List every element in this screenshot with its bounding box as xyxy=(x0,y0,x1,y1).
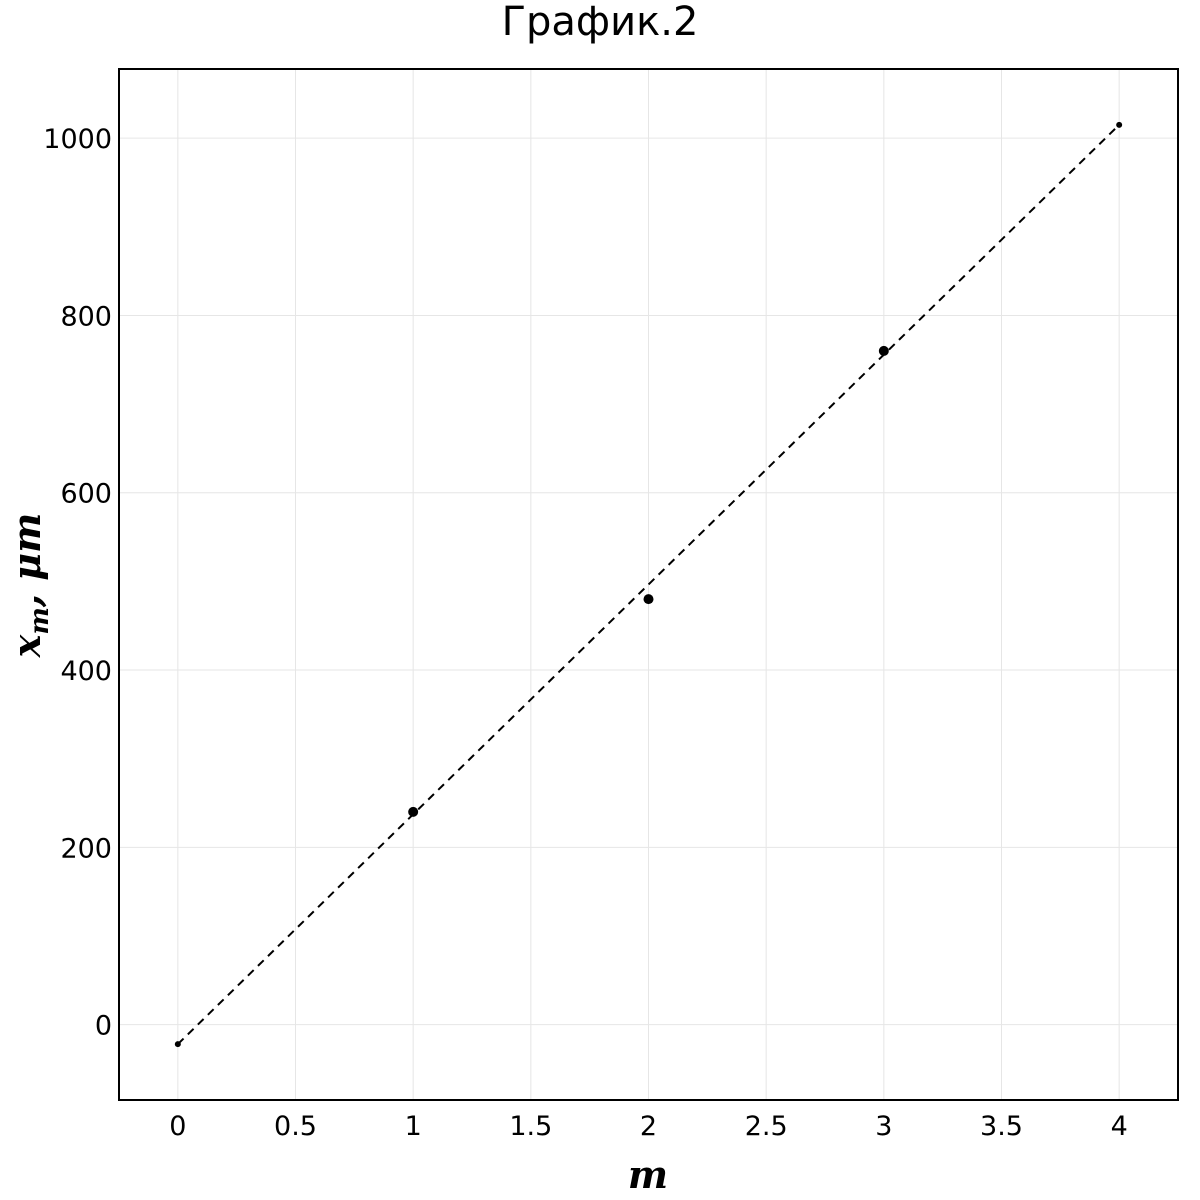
x-tick-label: 1 xyxy=(405,1111,422,1142)
y-axis-label: xm, μm xyxy=(4,513,55,659)
data-points-layer xyxy=(408,345,889,817)
y-tick-label: 200 xyxy=(60,833,112,864)
fit-line xyxy=(177,124,1120,1045)
x-tick-label: 2.5 xyxy=(745,1111,788,1142)
x-tick-label: 0.5 xyxy=(274,1111,317,1142)
y-tick-labels: 0 200 400 600 800 1000 xyxy=(43,124,112,1042)
y-tick-label: 0 xyxy=(95,1011,112,1042)
grid-lines xyxy=(119,69,1178,1100)
y-axis-label-unit: , μm xyxy=(4,513,49,608)
x-tick-label: 0 xyxy=(169,1111,186,1142)
y-tick-label: 600 xyxy=(60,479,112,510)
fit-endpoint xyxy=(174,1041,181,1048)
svg-text:xm, μm: xm, μm xyxy=(4,513,55,659)
fit-line-layer xyxy=(174,121,1123,1048)
x-tick-labels: 0 0.5 1 1.5 2 2.5 3 3.5 4 xyxy=(169,1111,1128,1142)
x-tick-label: 2 xyxy=(640,1111,657,1142)
y-tick-label: 800 xyxy=(60,301,112,332)
x-axis-label: m xyxy=(628,1152,668,1197)
data-point xyxy=(408,806,419,817)
y-axis-label-subscript: m xyxy=(25,607,55,635)
fit-endpoint xyxy=(1116,121,1123,128)
chart-title: График.2 xyxy=(502,0,699,45)
data-point xyxy=(878,345,889,356)
x-tick-label: 4 xyxy=(1111,1111,1128,1142)
data-point xyxy=(643,594,654,605)
y-axis-label-base: x xyxy=(4,633,49,658)
x-tick-label: 1.5 xyxy=(509,1111,552,1142)
plot-frame xyxy=(118,68,1179,1101)
x-tick-label: 3 xyxy=(875,1111,892,1142)
x-tick-label: 3.5 xyxy=(980,1111,1023,1142)
y-tick-label: 400 xyxy=(60,656,112,687)
y-tick-label: 1000 xyxy=(43,124,112,155)
